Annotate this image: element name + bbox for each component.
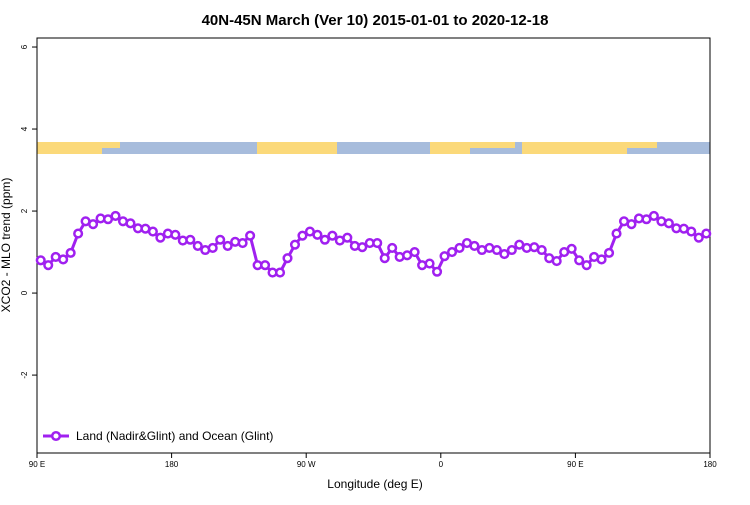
data-point [289, 239, 301, 250]
data-point [65, 247, 76, 258]
data-point [73, 228, 84, 239]
data-point [604, 247, 615, 258]
land-band [430, 142, 470, 154]
land-band [627, 142, 657, 148]
y-tick-label: 0 [20, 290, 29, 295]
x-tick-label: 0 [439, 460, 444, 469]
data-point [207, 242, 218, 254]
data-point [237, 237, 248, 249]
land-ocean-strip [37, 142, 710, 154]
y-tick-label: 6 [20, 44, 29, 49]
data-point [35, 255, 46, 266]
data-point [319, 234, 330, 245]
legend-label: Land (Nadir&Glint) and Ocean (Glint) [76, 429, 273, 443]
land-band [257, 142, 337, 154]
data-point [551, 256, 562, 267]
x-tick-label: 180 [165, 460, 179, 469]
data-point [409, 247, 420, 258]
data-point [58, 254, 69, 265]
data-point [693, 232, 704, 243]
y-tick-label: 2 [20, 208, 29, 213]
data-point [432, 266, 443, 277]
x-tick-label: 90 E [567, 460, 583, 469]
x-tick-label: 180 [703, 460, 717, 469]
data-point [125, 218, 136, 229]
data-point [372, 237, 383, 249]
data-point [499, 249, 510, 260]
data-point [110, 210, 121, 222]
x-tick-label: 90 W [297, 460, 316, 469]
data-point [686, 226, 697, 237]
data-point [342, 232, 353, 243]
y-tick-label: 4 [20, 126, 29, 131]
data-point [663, 218, 674, 229]
y-tick-label: -2 [20, 371, 29, 379]
land-band [470, 142, 515, 148]
data-point [566, 243, 577, 254]
data-point [260, 260, 271, 271]
data-point [424, 258, 435, 269]
legend-marker [50, 430, 62, 442]
data-point [469, 240, 480, 251]
data-point [611, 228, 622, 239]
data-point [274, 267, 286, 278]
land-band [37, 142, 102, 154]
data-point [192, 240, 203, 251]
data-point [170, 229, 181, 240]
data-point [88, 219, 99, 230]
data-point [574, 255, 585, 266]
data-point [357, 242, 368, 253]
data-point [245, 230, 256, 241]
data-point [536, 244, 547, 256]
data-point [387, 242, 398, 254]
land-band [522, 142, 627, 154]
data-point [312, 229, 323, 240]
y-axis-label: XCO2 - MLO trend (ppm) [0, 178, 13, 313]
data-point [648, 210, 659, 222]
x-axis-label: Longitude (deg E) [327, 477, 422, 491]
data-point [297, 230, 308, 241]
data-point [215, 234, 226, 245]
data-point [147, 226, 158, 237]
data-point [222, 240, 233, 251]
x-tick-label: 90 E [29, 460, 45, 469]
land-band [102, 142, 120, 148]
data-point [701, 228, 712, 239]
data-point [155, 232, 166, 243]
data-point [327, 230, 338, 241]
data-point [581, 260, 592, 271]
data-point [446, 247, 458, 258]
data-point [282, 253, 293, 264]
data-point [506, 244, 517, 256]
plot-frame [36, 37, 711, 454]
data-point [185, 234, 196, 245]
data-point [626, 219, 637, 230]
data-point [379, 253, 390, 264]
data-point [43, 260, 54, 271]
data-point [491, 244, 502, 256]
data-point [439, 251, 450, 262]
data-point [596, 254, 607, 265]
data-point [454, 242, 465, 254]
chart-title: 40N-45N March (Ver 10) 2015-01-01 to 202… [202, 12, 549, 29]
